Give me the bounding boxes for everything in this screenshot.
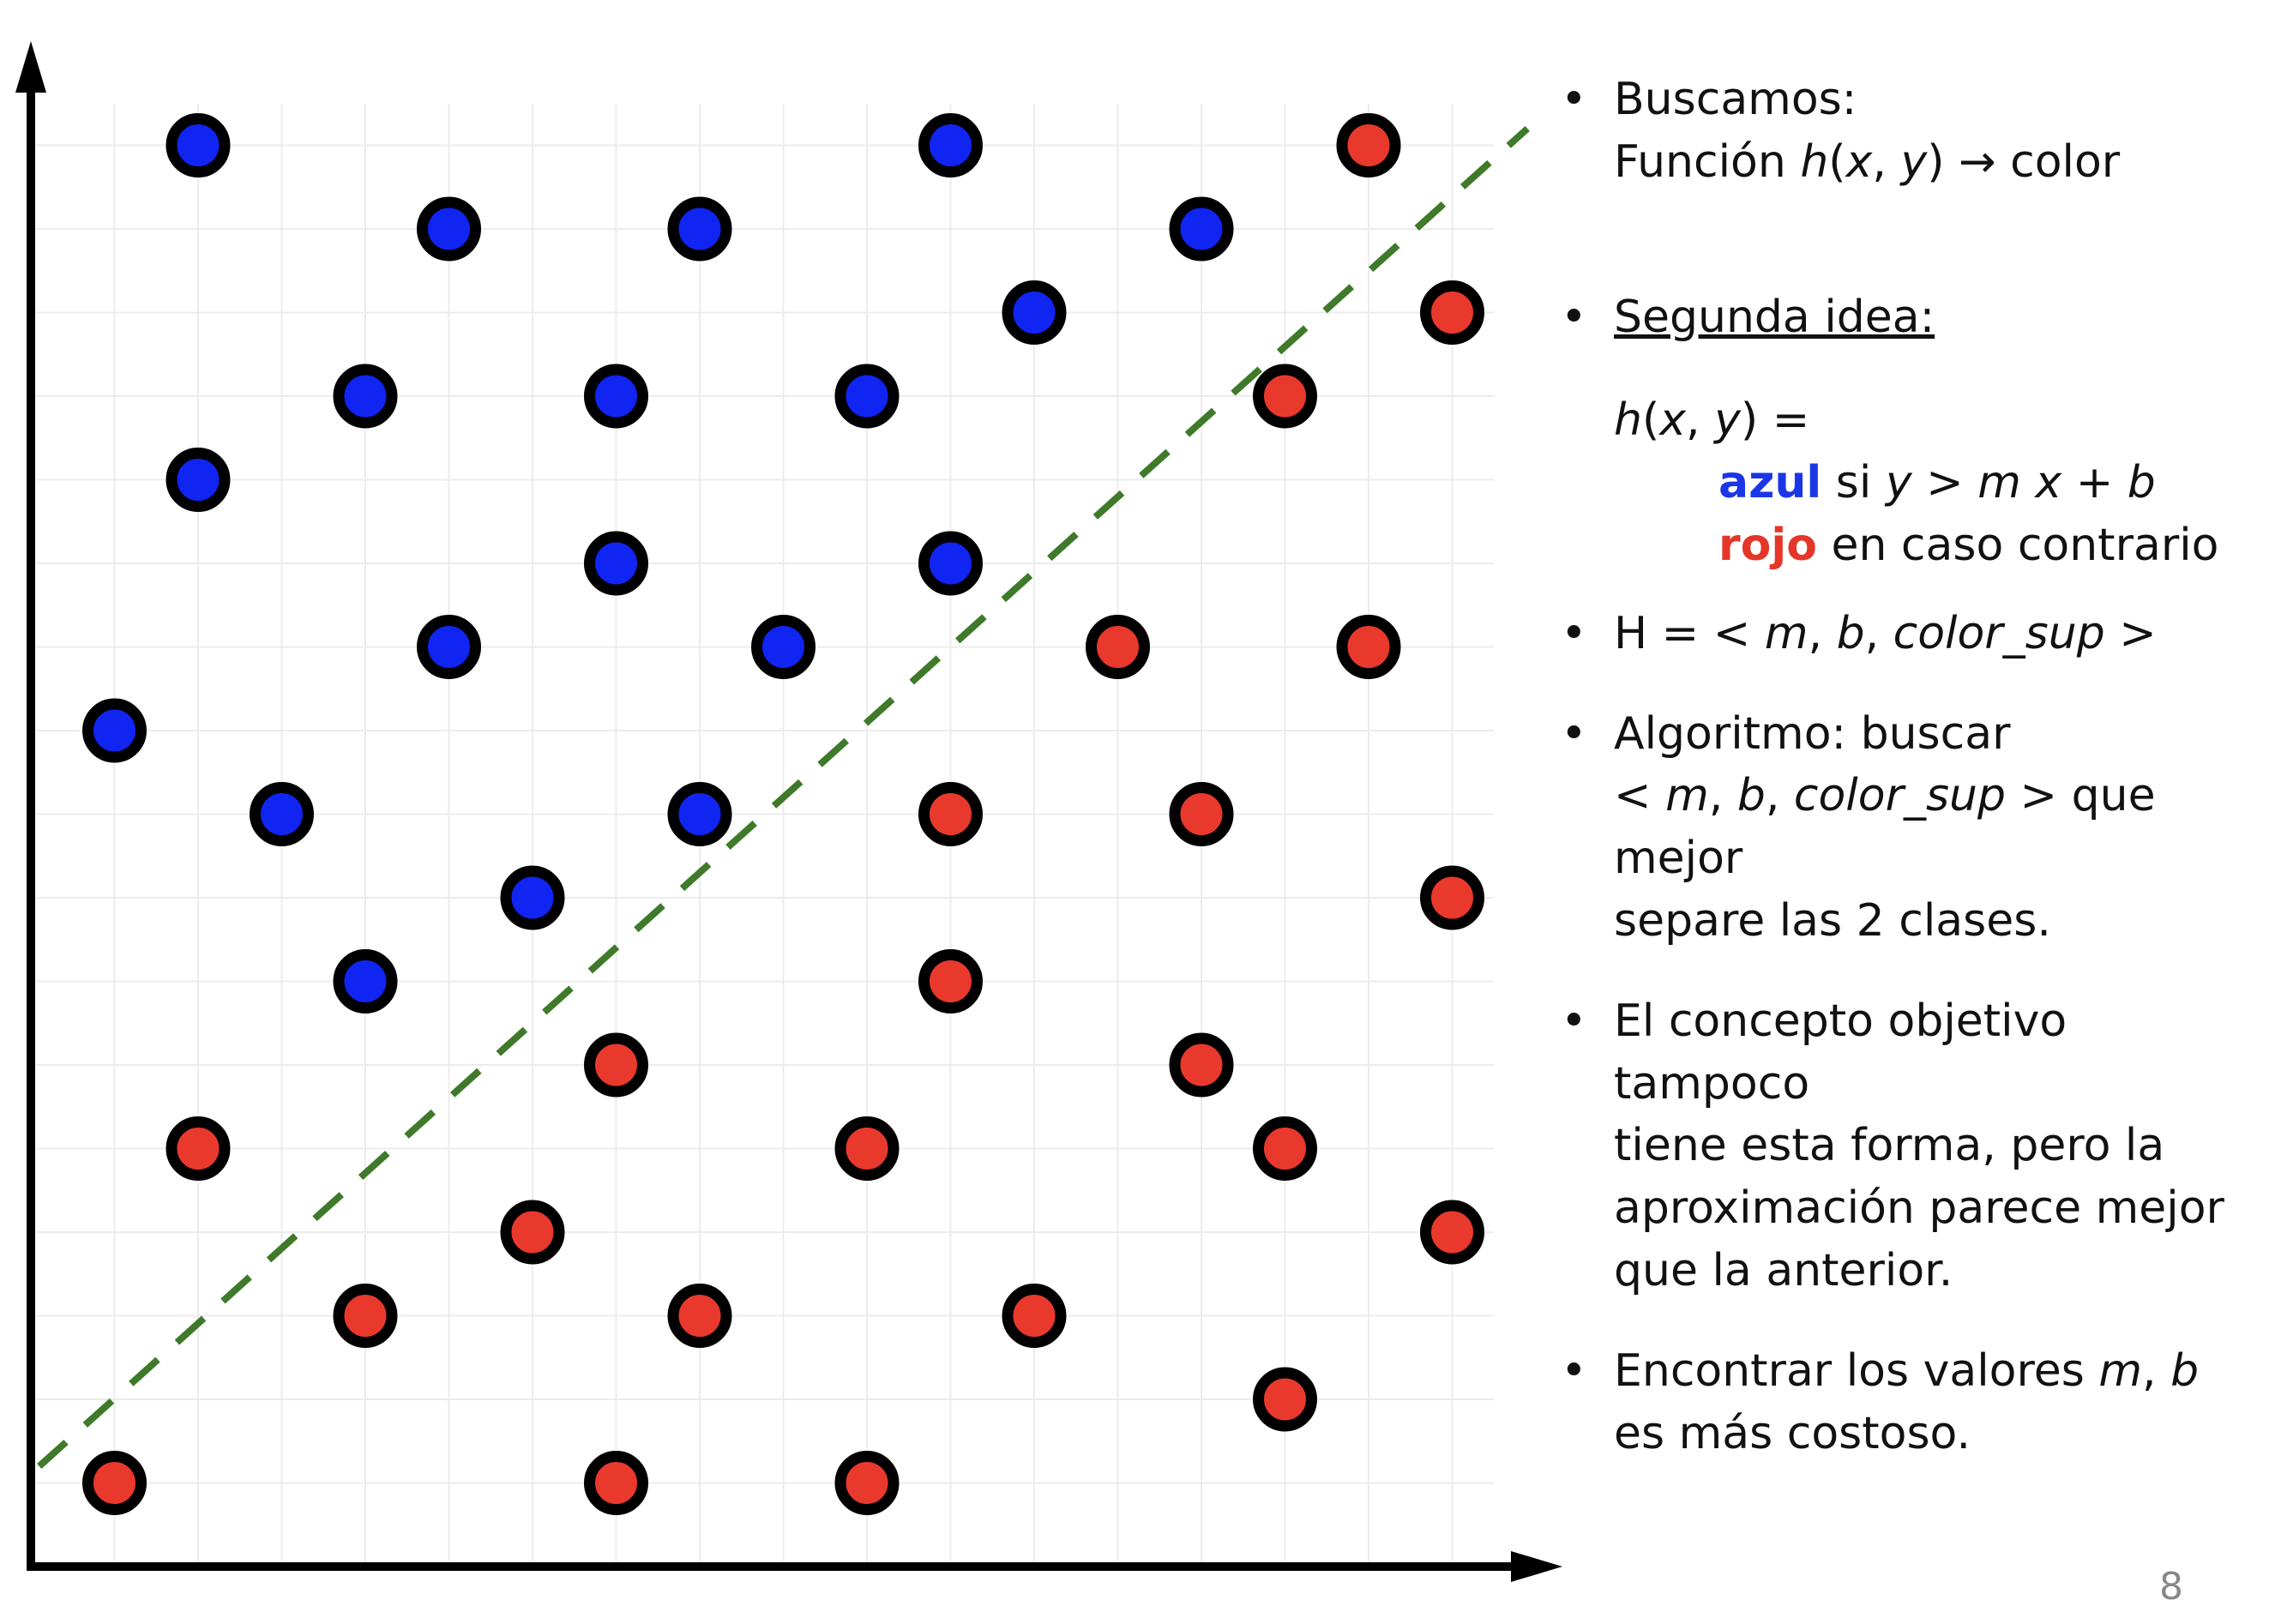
blue-point (584, 531, 648, 596)
blue-point (250, 782, 314, 846)
blue-point (751, 615, 816, 679)
blue-point (1002, 280, 1067, 345)
buscamos-label: Buscamos: (1614, 74, 1857, 125)
red-point (166, 1116, 231, 1181)
red-point (834, 1116, 900, 1181)
blue-point (166, 448, 231, 512)
blue-point (333, 949, 398, 1013)
red-point (333, 1284, 398, 1348)
blue-point (166, 113, 231, 177)
bullet-hypothesis: H = < m, b, color_sup > (1561, 603, 2255, 665)
blue-point (1169, 196, 1234, 262)
blue-point (417, 615, 481, 679)
data-points (82, 113, 1484, 1515)
page-number: 8 (2159, 1565, 2183, 1609)
rojo-label: rojo (1718, 519, 1817, 571)
blue-point (918, 113, 983, 177)
blue-point (584, 364, 648, 429)
red-point (1336, 113, 1401, 177)
red-point (1169, 1032, 1234, 1098)
axes (15, 41, 1562, 1582)
bullet-segunda-idea: Segunda idea: h(x, y) = azul si y > m x … (1561, 286, 2255, 577)
blue-point (333, 364, 398, 429)
blue-point (82, 698, 147, 763)
red-point (1420, 865, 1484, 930)
red-point (584, 1032, 648, 1098)
bullet-buscamos: Buscamos: Función h(x, y) → color (1561, 69, 2255, 194)
blue-point (667, 782, 732, 846)
red-point (1253, 1367, 1317, 1432)
blue-point (918, 531, 983, 596)
bullet-concepto: El concepto objetivo tampoco tiene esta … (1561, 990, 2255, 1302)
red-point (1420, 1200, 1484, 1265)
blue-point (667, 196, 732, 262)
azul-label: azul (1718, 457, 1822, 509)
red-point (500, 1200, 565, 1265)
red-point (1420, 280, 1484, 345)
formula-azul-line: azul si y > m x + b (1718, 457, 2156, 509)
segunda-idea-heading: Segunda idea: (1614, 291, 1935, 343)
red-point (1336, 615, 1401, 679)
red-point (1253, 364, 1317, 429)
plot-grid (31, 103, 1495, 1567)
red-point (1169, 782, 1234, 846)
blue-point (834, 364, 900, 429)
red-point (1086, 615, 1150, 679)
red-point (667, 1284, 732, 1348)
scatter-plot (15, 41, 1562, 1582)
x-axis-arrow (1511, 1551, 1562, 1582)
formula: h(x, y) = azul si y > m x + b rojo en ca… (1614, 389, 2255, 576)
red-point (918, 782, 983, 846)
y-axis-arrow (15, 41, 46, 93)
bullet-list: Buscamos: Función h(x, y) → color Segund… (1561, 69, 2255, 1465)
red-point (82, 1451, 147, 1515)
red-point (918, 949, 983, 1013)
red-point (834, 1451, 900, 1515)
bullet-encontrar: Encontrar los valores m, b es más costos… (1561, 1340, 2255, 1465)
blue-point (500, 865, 565, 930)
red-point (1002, 1284, 1067, 1348)
blue-point (417, 196, 481, 262)
red-point (584, 1451, 648, 1515)
formula-rojo-line: rojo en caso contrario (1718, 519, 2219, 571)
separator-line (37, 126, 1530, 1469)
red-point (1253, 1116, 1317, 1181)
bullet-algoritmo: Algoritmo: buscar < m, b, color_sup > qu… (1561, 703, 2255, 953)
